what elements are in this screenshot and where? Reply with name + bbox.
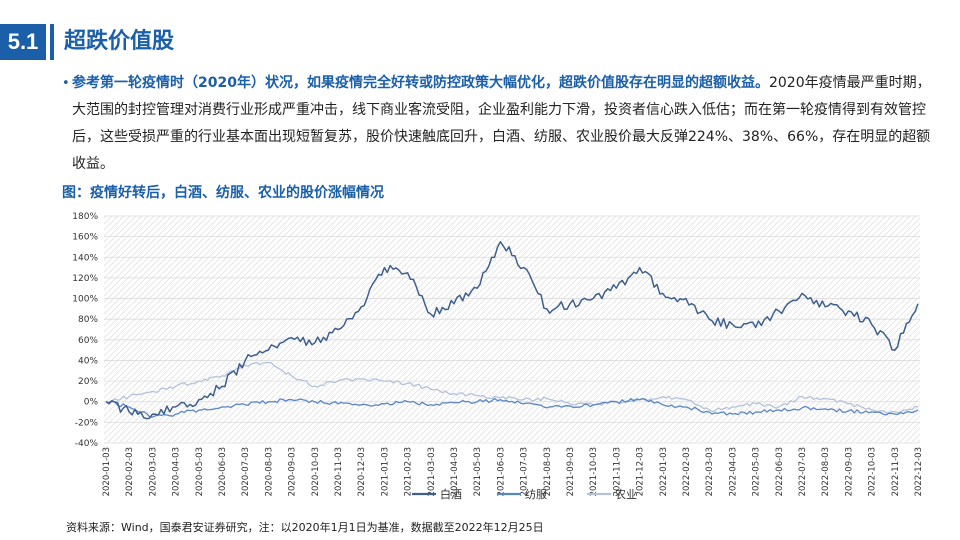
- x-tick-label: 2020-07-03: [241, 447, 251, 496]
- x-tick-label: 2022-12-03: [914, 447, 924, 496]
- legend-label: 农业: [615, 487, 637, 501]
- y-tick-label: -20%: [75, 418, 99, 428]
- y-tick-label: 140%: [72, 253, 98, 263]
- x-tick-label: 2020-06-03: [218, 447, 228, 496]
- y-tick-label: 40%: [78, 356, 98, 366]
- x-tick-label: 2020-02-03: [125, 447, 135, 496]
- x-tick-label: 2022-04-03: [728, 447, 738, 496]
- y-tick-label: 160%: [72, 233, 98, 243]
- x-tick-label: 2020-05-03: [195, 447, 205, 496]
- x-tick-label: 2021-04-03: [450, 447, 460, 496]
- x-tick-label: 2021-05-03: [473, 447, 483, 496]
- y-tick-label: 80%: [78, 315, 98, 325]
- x-tick-label: 2020-11-03: [334, 447, 344, 496]
- x-tick-label: 2022-06-03: [775, 447, 785, 496]
- section-number: 5.1: [0, 24, 46, 60]
- x-tick-label: 2020-04-03: [172, 447, 182, 496]
- x-tick-label: 2020-09-03: [288, 447, 298, 496]
- y-tick-label: 180%: [72, 212, 98, 222]
- line-chart: -40% -20% 0% 20% 40% 60% 80% 100% 120% 140% 160% 18…: [72, 212, 924, 501]
- y-tick-label: 60%: [78, 336, 98, 346]
- plot-area: [104, 216, 920, 443]
- x-tick-label: 2020-01-03: [102, 447, 112, 496]
- x-tick-label: 2021-08-03: [543, 447, 553, 496]
- x-tick-label: 2021-06-03: [496, 447, 506, 496]
- x-tick-label: 2022-05-03: [752, 447, 762, 496]
- x-tick-label: 2021-01-03: [380, 447, 390, 496]
- y-tick-label: 20%: [78, 377, 98, 387]
- x-tick-label: 2020-10-03: [311, 447, 321, 496]
- series-line-2: [105, 397, 919, 418]
- x-tick-label: 2021-12-03: [636, 447, 646, 496]
- section-divider: [50, 24, 54, 60]
- x-tick-label: 2022-10-03: [868, 447, 878, 496]
- x-tick-label: 2021-11-03: [612, 447, 622, 496]
- x-tick-label: 2020-03-03: [148, 447, 158, 496]
- x-tick-label: 2021-09-03: [566, 447, 576, 496]
- legend-label: 白酒: [440, 487, 462, 501]
- x-tick-label: 2020-08-03: [264, 447, 274, 496]
- figure-title: 图：疫情好转后，白酒、纺服、农业的股价涨幅情况: [62, 185, 384, 201]
- x-tick-label: 2020-12-03: [357, 447, 367, 496]
- x-tick-label: 2022-01-03: [659, 447, 669, 496]
- series-line-1: [105, 241, 919, 420]
- section-title: 超跌价值股: [64, 29, 175, 54]
- legend-label: 纺服: [525, 487, 547, 501]
- summary-paragraph: 参考第一轮疫情时（2020年）状况，如果疫情完全好转或防控政策大幅优化，超跌价值…: [72, 70, 932, 178]
- x-tick-label: 2021-10-03: [589, 447, 599, 496]
- y-tick-label: 120%: [72, 274, 98, 284]
- x-tick-label: 2022-11-03: [891, 447, 901, 496]
- source-note: 资料来源：Wind，国泰君安证券研究，注：以2020年1月1日为基准，数据截至2…: [66, 521, 544, 534]
- summary-body: 2020年疫情最严重时期，大范围的封控管理对消费行业形成严重冲击，线下商业客流受…: [72, 75, 931, 172]
- x-tick-label: 2021-07-03: [520, 447, 530, 496]
- x-tick-label: 2021-03-03: [427, 447, 437, 496]
- x-tick-label: 2022-07-03: [798, 447, 808, 496]
- y-tick-label: 100%: [72, 295, 98, 305]
- summary-highlight: 参考第一轮疫情时（2020年）状况，如果疫情完全好转或防控政策大幅优化，超跌价值…: [72, 75, 769, 91]
- bullet-icon: •: [62, 76, 70, 91]
- x-tick-label: 2022-08-03: [821, 447, 831, 496]
- x-tick-label: 2022-03-03: [705, 447, 715, 496]
- y-tick-label: 0%: [84, 398, 99, 408]
- x-tick-label: 2021-02-03: [404, 447, 414, 496]
- x-tick-label: 2022-02-03: [682, 447, 692, 496]
- x-tick-label: 2022-09-03: [844, 447, 854, 496]
- y-tick-label: -40%: [75, 439, 99, 449]
